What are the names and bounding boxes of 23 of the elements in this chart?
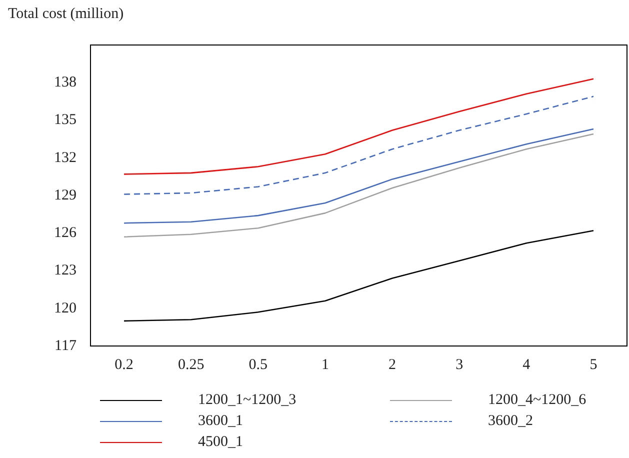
x-tick-label: 0.2 [114, 356, 134, 373]
legend-label: 1200_1~1200_3 [198, 392, 296, 409]
x-tick-label: 0.5 [248, 356, 268, 373]
y-tick-label: 132 [54, 150, 76, 166]
y-tick-label: 126 [54, 225, 77, 242]
x-tick-label: 3 [456, 356, 464, 373]
x-tick-label: 1 [321, 356, 329, 373]
x-tick-label: 0.25 [178, 356, 204, 373]
y-tick-label: 123 [54, 262, 76, 279]
y-tick-label: 117 [54, 338, 77, 354]
x-tick-label: 5 [590, 356, 598, 373]
line-series [123, 96, 594, 195]
y-tick-label: 129 [54, 187, 76, 204]
legend-label: 3600_1 [198, 413, 243, 430]
y-axis-title: Total cost (million) [8, 6, 124, 23]
legend-label: 3600_2 [488, 413, 533, 430]
x-tick-label: 2 [388, 356, 396, 373]
legend-label: 1200_4~1200_6 [488, 392, 586, 409]
y-tick-label: 120 [54, 300, 76, 316]
legend-label: 4500_1 [198, 434, 243, 451]
y-tick-label: 135 [54, 112, 76, 128]
y-tick-label: 138 [54, 74, 76, 91]
x-tick-label: 4 [522, 356, 531, 373]
